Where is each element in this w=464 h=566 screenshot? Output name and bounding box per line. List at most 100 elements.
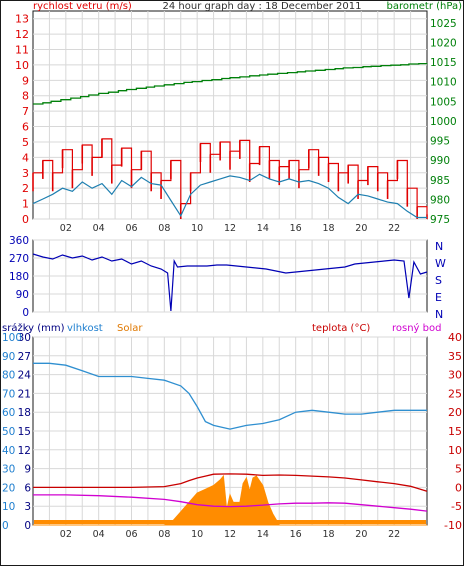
wind-y-tick-label: 11 (15, 44, 29, 57)
temp-x-tick-label: 12 (224, 529, 236, 540)
temp-y-tick-label: 20 (448, 406, 462, 419)
pressure-y-tick-label: 990 (430, 155, 450, 167)
wind-x-tick-label: 10 (191, 223, 203, 234)
direction-y-tick-label: 360 (9, 235, 29, 247)
temp-y-tick-label: 10 (448, 444, 462, 457)
wind-direction-series-line (32, 253, 428, 312)
pressure-y-tick-label: 1025 (430, 18, 457, 30)
direction-compass-label: N (435, 240, 443, 253)
rain-y-tick-label: 12 (18, 445, 31, 457)
humidity-y-tick-label: 70 (2, 388, 15, 400)
pressure-y-tick-label: 1010 (430, 77, 457, 89)
wind-y-tick-label: 13 (15, 13, 29, 26)
wind-x-tick-label: 06 (125, 223, 137, 234)
wind-y-tick-label: 10 (15, 59, 29, 72)
legend-label: rosný bod (392, 322, 441, 334)
humidity-y-tick-label: 0 (2, 520, 9, 532)
chart-title: 24 hour graph day : 18 December 2011 (163, 1, 362, 12)
wind-y-tick-label: 0 (22, 213, 29, 226)
pressure-y-tick-label: 1005 (430, 96, 457, 108)
temp-x-tick-label: 22 (388, 529, 400, 540)
rain-y-tick-label: 6 (24, 482, 31, 494)
wind-x-tick-label: 04 (93, 223, 105, 234)
direction-y-tick-label: 0 (22, 307, 29, 319)
wind-x-tick-label: 16 (290, 223, 302, 234)
direction-y-tick-label: 90 (16, 289, 29, 301)
rain-y-tick-label: 24 (18, 370, 32, 382)
pressure-y-tick-label: 995 (430, 136, 450, 148)
temp-y-tick-label: 35 (448, 350, 462, 363)
wind-y-tick-label: 9 (22, 74, 29, 87)
humidity-y-tick-label: 10 (2, 501, 15, 513)
direction-y-tick-label: 270 (9, 253, 29, 265)
humidity-y-tick-label: 80 (2, 370, 15, 382)
temp-x-tick-label: 08 (158, 529, 170, 540)
wind-y-tick-label: 3 (22, 167, 29, 180)
direction-y-tick-label: 180 (9, 271, 29, 283)
humidity-y-tick-label: 100 (2, 332, 22, 344)
direction-compass-label: N (435, 308, 443, 321)
wind-axis-label: rychlost vetru (m/s) (33, 1, 132, 12)
rain-y-tick-label: 3 (24, 501, 31, 513)
direction-compass-label: E (435, 291, 442, 304)
solar-area (33, 474, 427, 526)
wind-y-tick-label: 4 (22, 151, 29, 164)
temp-x-tick-label: 04 (93, 529, 105, 540)
temp-x-tick-label: 14 (257, 529, 269, 540)
temp-x-tick-label: 18 (322, 529, 334, 540)
legend-label: vlhkost (67, 323, 103, 334)
temp-y-tick-label: 40 (448, 331, 462, 344)
pressure-series-line (33, 62, 428, 105)
wind-x-tick-label: 08 (158, 223, 170, 234)
pressure-y-tick-label: 975 (430, 214, 450, 226)
humidity-series-line (33, 362, 427, 430)
humidity-y-tick-label: 30 (2, 464, 15, 476)
legend-label: teplota (°C) (312, 323, 370, 334)
wind-y-tick-label: 7 (22, 105, 29, 118)
wind-x-tick-label: 02 (60, 223, 72, 234)
wind-x-tick-label: 12 (224, 223, 236, 234)
legend-label: Solar (117, 323, 143, 334)
dew-point-series-line (33, 494, 428, 512)
rain-y-tick-label: 0 (24, 520, 31, 532)
wind-x-tick-label: 22 (388, 223, 400, 234)
temp-y-tick-label: 30 (448, 369, 462, 382)
temp-y-tick-label: -10 (444, 519, 462, 532)
rain-y-tick-label: 9 (24, 464, 31, 476)
temp-x-tick-label: 06 (125, 529, 137, 540)
direction-compass-label: W (435, 257, 446, 270)
temp-x-tick-label: 16 (290, 529, 302, 540)
rain-y-tick-label: 30 (18, 332, 31, 344)
pressure-y-tick-label: 1015 (430, 57, 457, 69)
wind-y-tick-label: 6 (22, 121, 29, 134)
wind-y-tick-label: 2 (22, 182, 29, 195)
humidity-y-tick-label: 20 (2, 482, 15, 494)
wind-x-tick-label: 14 (257, 223, 269, 234)
rain-y-tick-label: 21 (18, 388, 31, 400)
temp-x-tick-label: 10 (191, 529, 203, 540)
temp-y-tick-label: 5 (455, 463, 462, 476)
temp-y-tick-label: -5 (451, 500, 462, 513)
wind-avg-series-line (32, 173, 427, 219)
temperature-series-line (33, 473, 428, 492)
rain-y-tick-label: 18 (18, 407, 31, 419)
humidity-y-tick-label: 60 (2, 407, 15, 419)
temp-y-tick-label: 0 (455, 481, 462, 494)
pressure-axis-label: barometr (hPa) (387, 1, 463, 12)
pressure-y-tick-label: 1020 (430, 37, 457, 49)
wind-y-tick-label: 5 (22, 136, 29, 149)
legend-label: srážky (mm) (2, 322, 65, 334)
rain-baseline-bar (34, 520, 426, 524)
wind-x-tick-label: 20 (355, 223, 367, 234)
wind-y-tick-label: 1 (22, 198, 29, 211)
pressure-y-tick-label: 985 (430, 175, 450, 187)
wind-y-tick-label: 8 (22, 90, 29, 103)
humidity-y-tick-label: 40 (2, 445, 15, 457)
humidity-y-tick-label: 50 (2, 426, 15, 438)
pressure-y-tick-label: 980 (430, 194, 450, 206)
temp-y-tick-label: 25 (448, 387, 462, 400)
temp-x-tick-label: 02 (60, 529, 72, 540)
wind-y-tick-label: 12 (15, 28, 29, 41)
rain-y-tick-label: 27 (18, 351, 31, 363)
